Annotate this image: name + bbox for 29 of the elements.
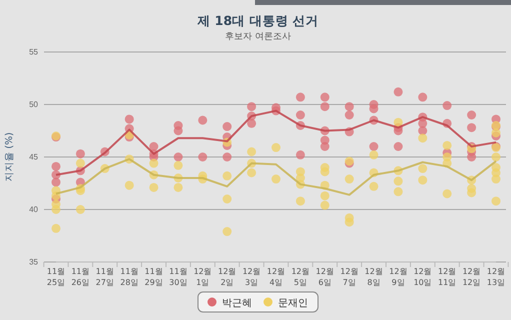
x-tick-label: 12월 10일 (414, 267, 432, 287)
x-tick-label: 12월 4일 (266, 267, 286, 287)
x-tick-label: 12월 3일 (242, 267, 261, 287)
x-tick-label: 12월 9일 (389, 267, 408, 287)
y-tick-label: 40 (29, 205, 39, 214)
x-tick-label: 12월 5일 (291, 267, 310, 287)
x-tick-label: 12월 12일 (462, 267, 481, 287)
x-tick-label: 11월 26일 (71, 267, 90, 287)
x-tick-label: 12월 6일 (316, 267, 334, 287)
x-tick-label: 12월 1일 (194, 267, 212, 287)
x-tick-label: 12월 8일 (364, 267, 383, 287)
x-tick-label: 11월 25일 (46, 267, 66, 287)
x-tick-label: 12월 2일 (218, 267, 236, 287)
y-tick-label: 35 (29, 258, 39, 267)
y-tick-label: 45 (29, 152, 39, 162)
x-tick-label: 11월 28일 (120, 267, 138, 287)
x-tick-label: 11월 29일 (144, 267, 163, 287)
x-tick-label: 12월 13일 (486, 267, 506, 287)
chart-subtitle: 후보자 여론조사 (225, 32, 291, 42)
x-tick-label: 12월 11일 (438, 267, 456, 287)
chart-title: 제 18대 대통령 선거 (196, 13, 319, 28)
x-tick-label: 12월 7일 (340, 267, 358, 287)
y-tick-label: 50 (29, 100, 39, 110)
x-tick-label: 11월 30일 (169, 267, 188, 287)
y-axis-title: 지지율 (%) (4, 132, 15, 182)
legend-label: 문재인 (278, 298, 308, 309)
legend-label: 박근혜 (222, 298, 252, 309)
x-tick-label: 11월 27일 (96, 267, 114, 287)
y-tick-label: 55 (29, 48, 39, 57)
